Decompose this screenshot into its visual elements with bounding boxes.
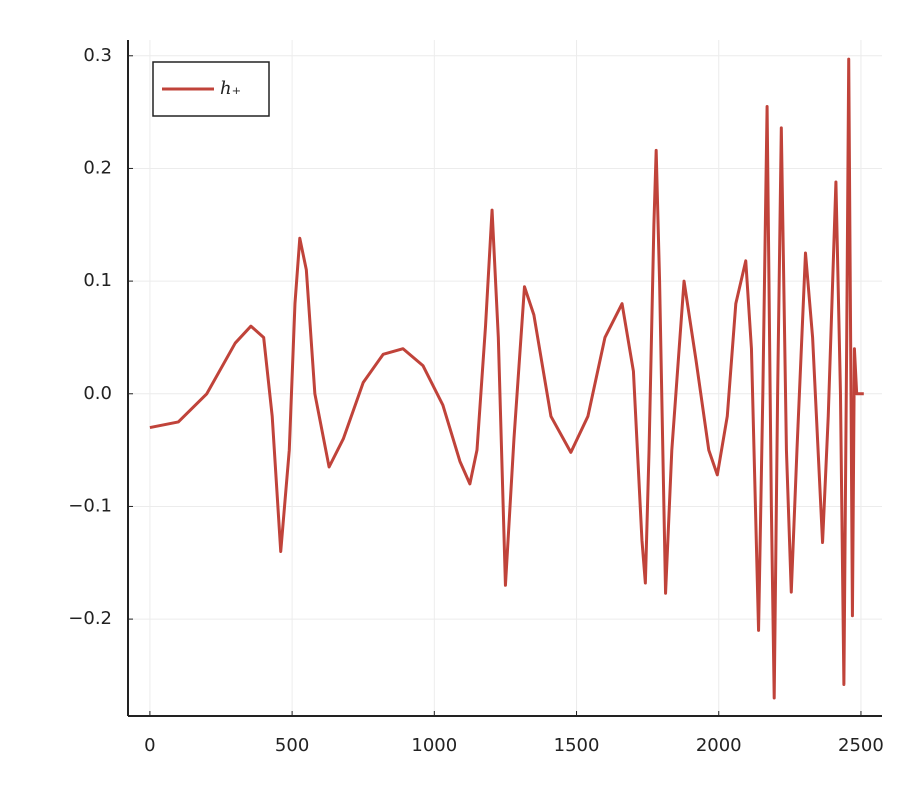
- y-tick-label: −0.2: [68, 608, 112, 629]
- x-tick-label: 0: [144, 735, 155, 756]
- x-tick-label: 500: [275, 735, 309, 756]
- x-tick-label: 2000: [696, 735, 742, 756]
- y-tick-label: 0.1: [83, 270, 112, 291]
- y-tick-label: 0.3: [83, 45, 112, 66]
- y-tick-label: −0.1: [68, 495, 112, 516]
- y-tick-label: 0.0: [83, 383, 112, 404]
- data-line: [149, 57, 864, 700]
- legend-label: h₊: [220, 78, 241, 99]
- x-tick-label: 1000: [411, 735, 457, 756]
- x-tick-label: 2500: [838, 735, 884, 756]
- y-tick-label: 0.2: [83, 157, 112, 178]
- x-tick-label: 1500: [554, 735, 600, 756]
